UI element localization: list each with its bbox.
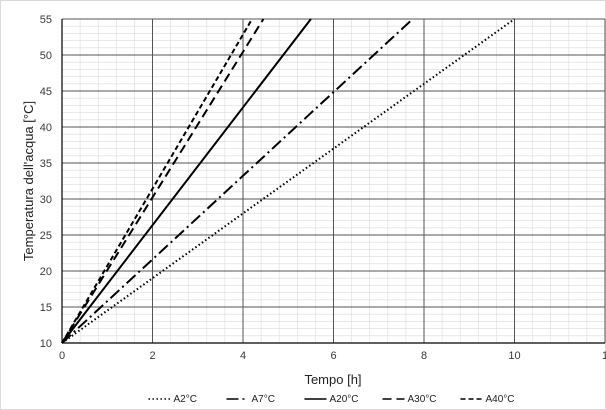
legend-label: A2°C [174,394,197,405]
legend-label: A7°C [252,394,275,405]
legend-item: A20°C [304,394,359,405]
x-tick-label: 6 [330,350,336,362]
legend-label: A40°C [486,394,515,405]
x-tick-label: 4 [240,350,246,362]
y-tick-label: 35 [40,158,52,170]
series-line-a20c [61,18,312,344]
series-lines [61,18,516,344]
legend-item: A40°C [460,394,515,405]
legend-label: A20°C [330,394,359,405]
tick-labels: 0 2 4 6 8 10 1 10 15 20 25 30 35 40 45 50 55 [40,14,606,362]
y-tick-label: 50 [40,50,52,62]
x-tick-label: 1 [602,350,606,362]
y-tick-label: 20 [40,266,52,278]
y-tick-label: 25 [40,230,52,242]
y-tick-label: 45 [40,86,52,98]
legend: A2°C A7°C A20°C A30°C A40°C [148,394,515,405]
series-line-a2c [61,18,516,344]
x-tick-label: 8 [421,350,427,362]
x-tick-label: 10 [508,350,520,362]
series-line-a40c [61,18,253,344]
legend-label: A30°C [408,394,437,405]
y-tick-label: 55 [40,14,52,26]
y-axis-title: Temperatura dell'acqua [°C] [21,101,36,261]
y-tick-label: 30 [40,194,52,206]
x-axis-title: Tempo [h] [304,372,361,387]
legend-item: A30°C [382,394,437,405]
x-tick-label: 2 [149,350,155,362]
series-line-a7c [61,18,414,344]
y-tick-label: 10 [40,338,52,350]
legend-item: A2°C [148,394,197,405]
legend-item: A7°C [226,394,275,405]
grid [61,18,606,344]
axes [61,19,605,344]
y-tick-label: 15 [40,302,52,314]
series-line-a30c [61,18,265,344]
x-tick-label: 0 [59,350,65,362]
y-tick-label: 40 [40,122,52,134]
